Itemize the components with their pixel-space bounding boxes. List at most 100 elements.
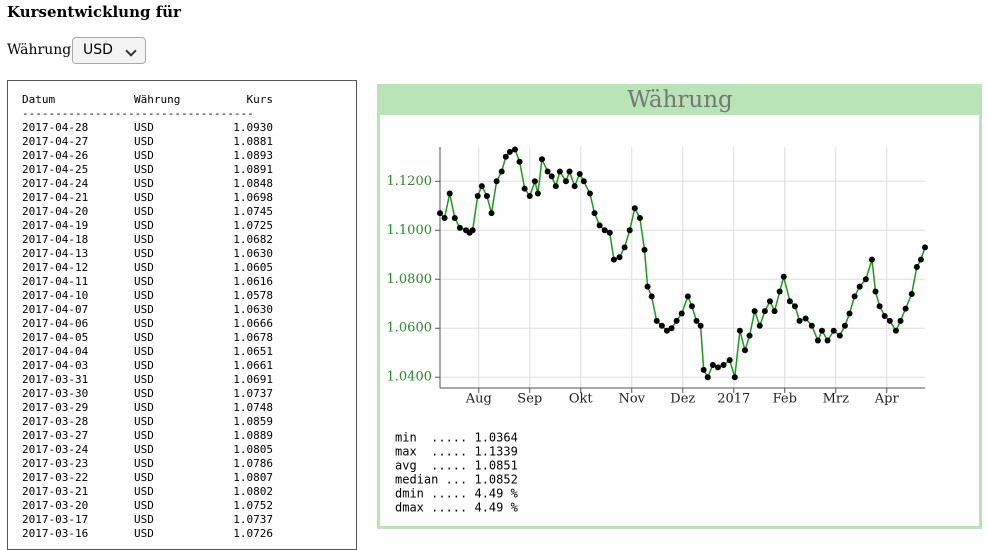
- page-title: Kursentwicklung für: [7, 3, 181, 21]
- rate-point: [731, 374, 738, 381]
- table-cell: 1.0661: [233, 359, 273, 372]
- table-cell: USD: [134, 415, 154, 428]
- rate-point: [446, 190, 453, 197]
- rate-table: Datum Währung Kurs ------------------------…: [7, 80, 357, 550]
- table-cell: USD: [134, 443, 154, 456]
- table-cell: USD: [134, 387, 154, 400]
- stat-line: dmin ..... 4.49 %: [395, 487, 519, 501]
- rate-point: [526, 192, 533, 199]
- column-header: Kurs: [246, 93, 274, 106]
- table-cell: 2017-03-30: [22, 387, 89, 400]
- table-cell: USD: [134, 261, 154, 274]
- table-cell: 2017-04-07: [22, 303, 89, 316]
- rate-point: [786, 298, 793, 305]
- rate-point: [776, 288, 783, 295]
- table-cell: 1.0725: [233, 219, 273, 232]
- rate-point: [766, 298, 773, 305]
- rate-point: [678, 310, 685, 317]
- table-cell: 2017-03-31: [22, 373, 89, 386]
- table-cell: USD: [134, 373, 154, 386]
- rate-point: [886, 317, 893, 324]
- table-cell: 2017-04-05: [22, 331, 89, 344]
- rate-point: [616, 254, 623, 261]
- table-cell: 1.0630: [233, 303, 273, 316]
- table-cell: USD: [134, 205, 154, 218]
- table-cell: 2017-04-03: [22, 359, 89, 372]
- table-cell: 1.0786: [233, 457, 273, 470]
- table-cell: 1.0678: [233, 331, 273, 344]
- table-cell: 1.0616: [233, 275, 273, 288]
- x-tick-label: Nov: [618, 392, 645, 407]
- x-tick-label: Apr: [874, 392, 900, 407]
- rate-point: [658, 322, 665, 329]
- table-cell: USD: [134, 499, 154, 512]
- y-tick-label: 1.0600: [387, 321, 433, 336]
- chart-header: [377, 84, 982, 115]
- currency-label: Währung:: [7, 42, 76, 58]
- table-cell: 2017-04-27: [22, 135, 89, 148]
- rate-point: [876, 303, 883, 310]
- table-cell: USD: [134, 177, 154, 190]
- rate-point: [917, 256, 924, 263]
- rate-point: [576, 170, 583, 177]
- rate-point: [511, 146, 518, 153]
- table-cell: 2017-04-21: [22, 191, 89, 204]
- rate-point: [566, 168, 573, 175]
- table-cell: 2017-04-12: [22, 261, 89, 274]
- table-cell: USD: [134, 331, 154, 344]
- rate-point: [493, 178, 500, 185]
- rate-point: [922, 244, 928, 251]
- rate-point: [580, 178, 587, 185]
- table-cell: 1.0807: [233, 471, 273, 484]
- rate-point: [621, 244, 628, 251]
- stat-line: median ... 1.0852: [395, 473, 518, 487]
- rate-point: [571, 183, 578, 190]
- rate-point: [688, 303, 695, 310]
- table-cell: 2017-03-24: [22, 443, 89, 456]
- table-cell: 1.0752: [233, 499, 273, 512]
- table-cell: 2017-03-29: [22, 401, 89, 414]
- currency-select[interactable]: USD: [72, 37, 146, 64]
- table-cell: USD: [134, 121, 154, 134]
- table-cell: 1.0605: [233, 261, 273, 274]
- rate-point: [451, 215, 458, 222]
- rate-point: [714, 364, 721, 371]
- rate-point: [531, 178, 538, 185]
- y-tick-label: 1.1200: [387, 174, 433, 189]
- rate-point: [830, 327, 837, 334]
- table-cell: USD: [134, 303, 154, 316]
- table-cell: 2017-04-18: [22, 233, 89, 246]
- table-cell: 2017-04-19: [22, 219, 89, 232]
- table-cell: USD: [134, 359, 154, 372]
- x-tick-label: Dez: [670, 392, 695, 407]
- rate-point: [478, 183, 485, 190]
- table-cell: 2017-04-04: [22, 345, 89, 358]
- rate-point: [796, 317, 803, 324]
- table-cell: USD: [134, 485, 154, 498]
- table-cell: 1.0691: [233, 373, 273, 386]
- rate-point: [697, 322, 704, 329]
- table-cell: USD: [134, 513, 154, 526]
- table-cell: 1.0726: [233, 527, 273, 540]
- table-cell: 2017-03-27: [22, 429, 89, 442]
- table-cell: 1.0651: [233, 345, 273, 358]
- rate-point: [631, 205, 638, 212]
- rate-point: [534, 190, 541, 197]
- table-cell: 2017-04-11: [22, 275, 89, 288]
- x-tick-label: 2017: [717, 392, 750, 407]
- rate-point: [856, 283, 863, 290]
- table-cell: USD: [134, 149, 154, 162]
- rate-point: [668, 325, 675, 332]
- table-cell: 2017-03-20: [22, 499, 89, 512]
- table-cell: USD: [134, 233, 154, 246]
- rate-point: [726, 357, 733, 364]
- table-cell: 2017-04-25: [22, 163, 89, 176]
- table-cell: 1.0889: [233, 429, 273, 442]
- column-header: Datum: [22, 93, 56, 106]
- table-cell: 1.0578: [233, 289, 273, 302]
- rate-point: [684, 293, 691, 300]
- x-tick-label: Mrz: [823, 392, 850, 407]
- rate-point: [601, 227, 608, 234]
- table-cell: 2017-04-28: [22, 121, 89, 134]
- rate-point: [846, 310, 853, 317]
